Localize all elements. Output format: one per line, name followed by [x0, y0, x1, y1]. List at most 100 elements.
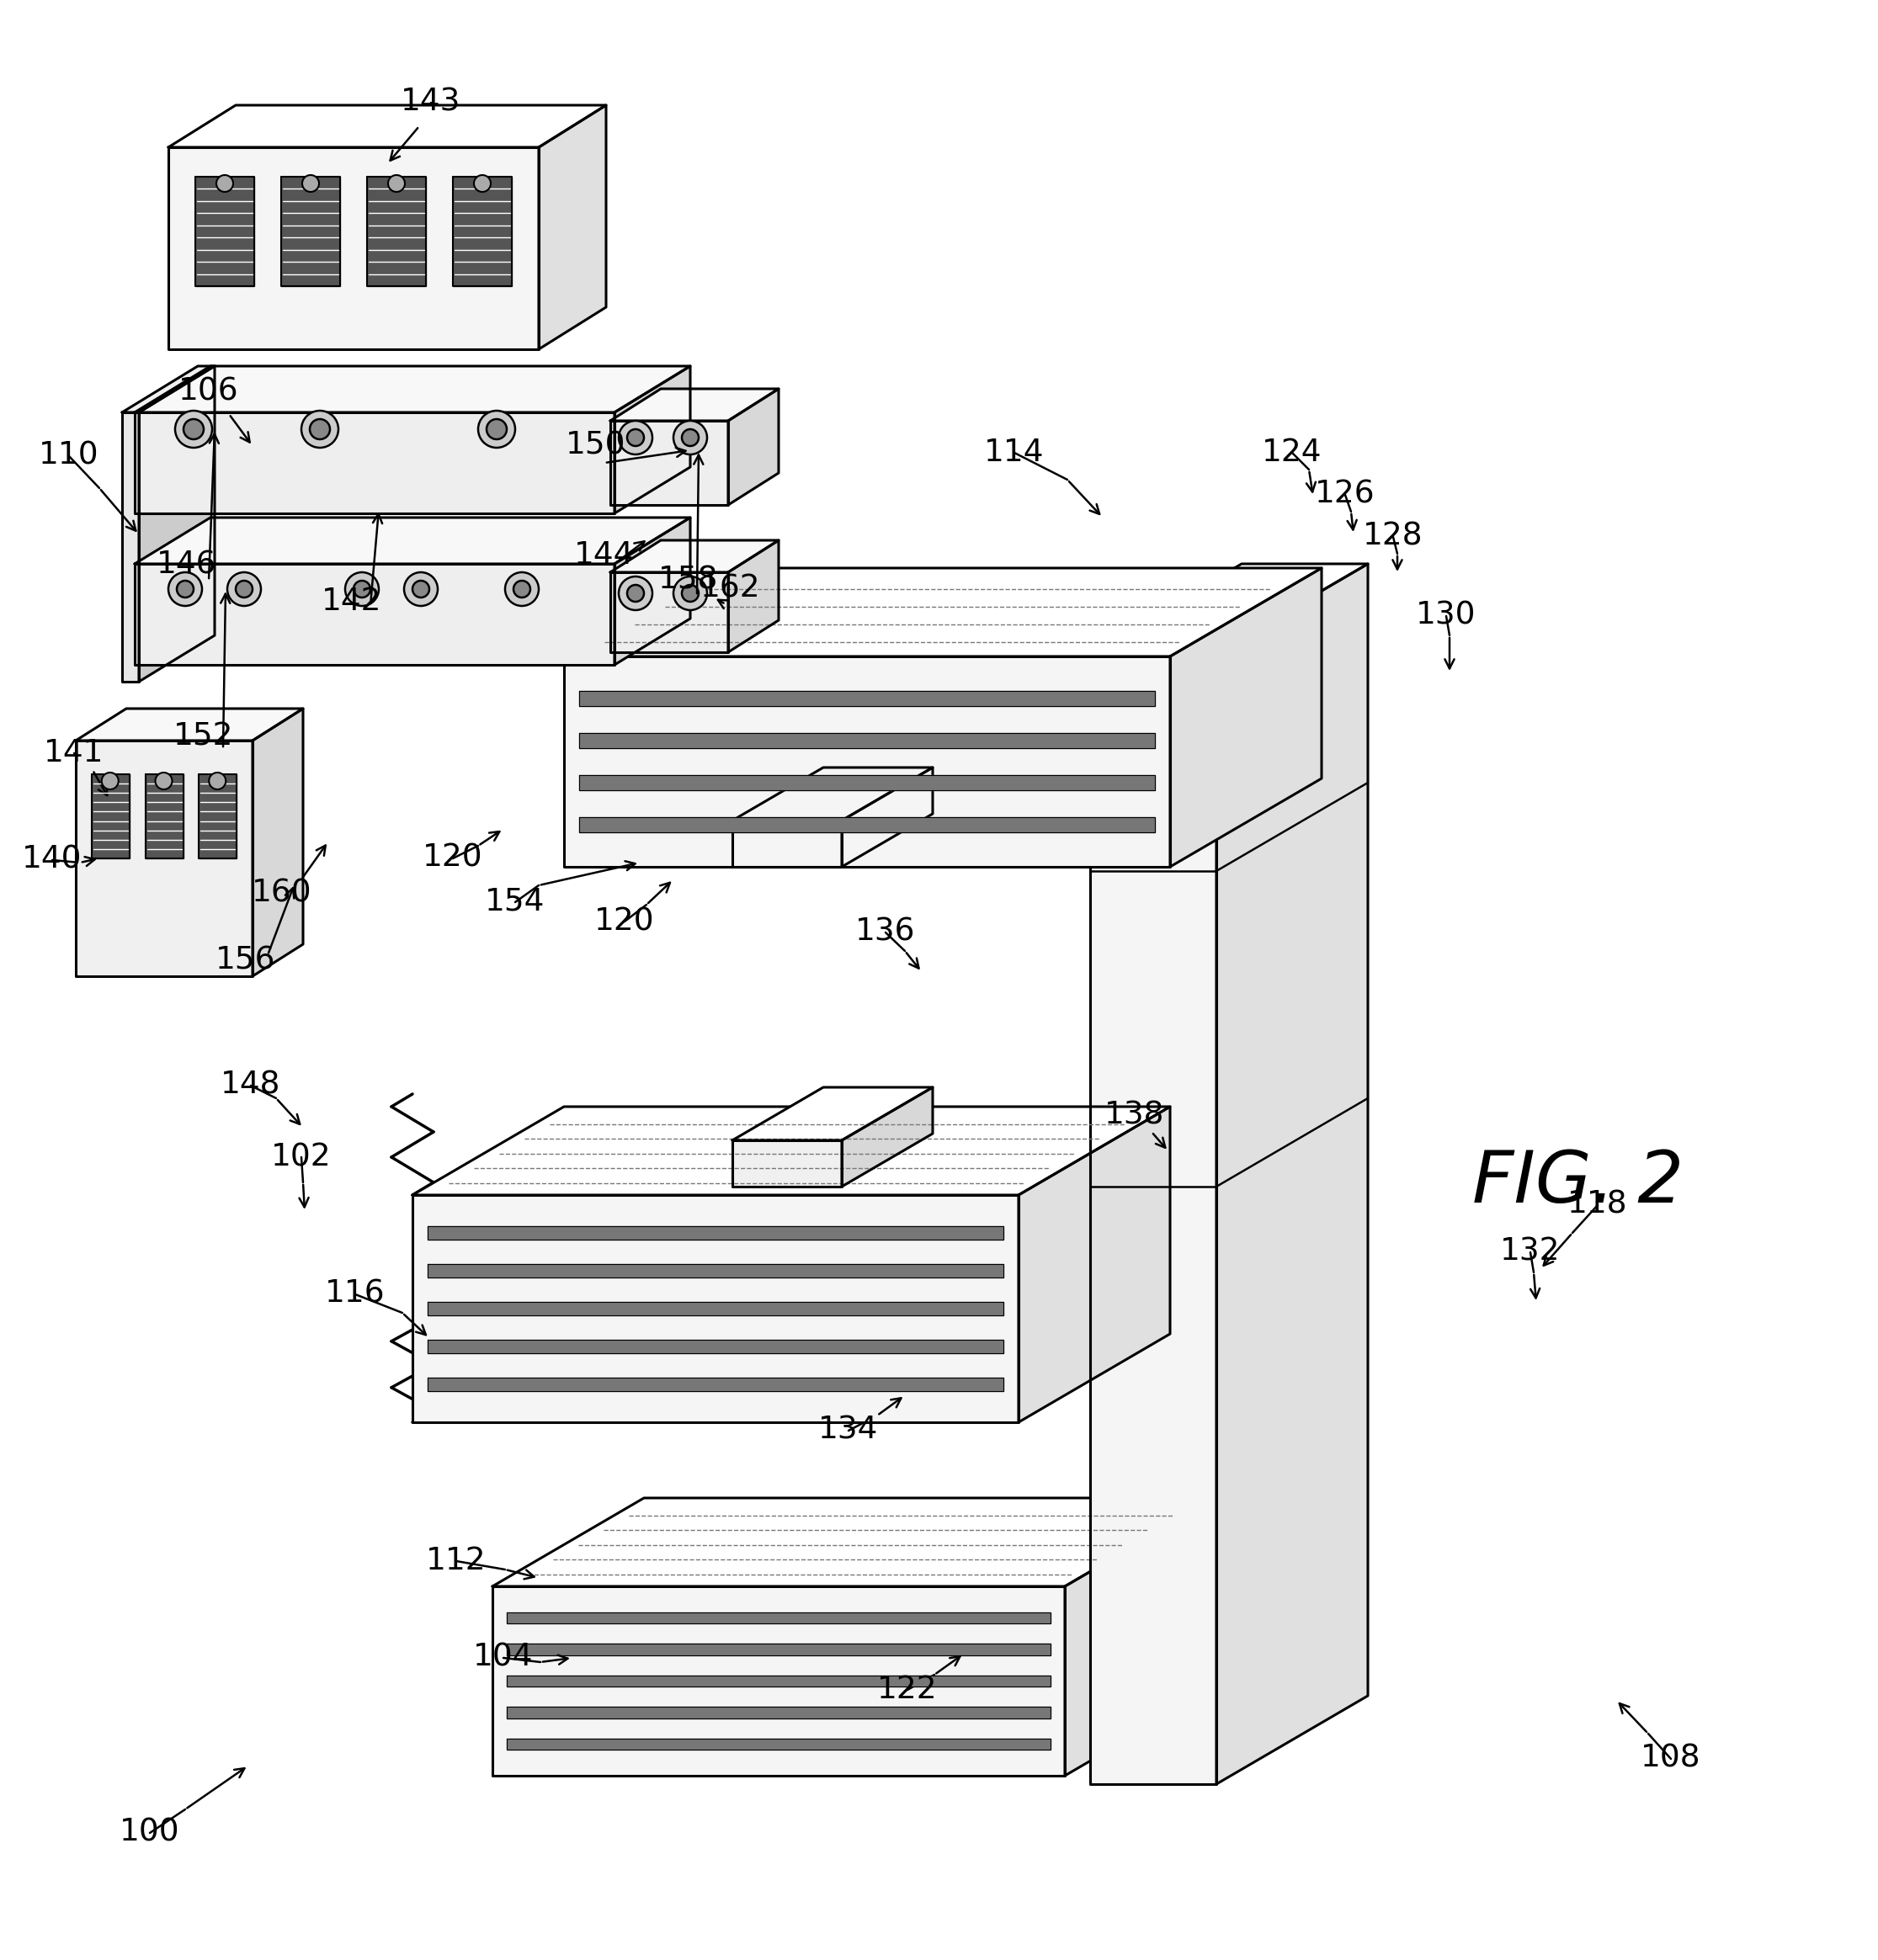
Text: 143: 143 [400, 88, 460, 118]
Polygon shape [610, 388, 779, 421]
Circle shape [674, 421, 708, 455]
Circle shape [310, 419, 331, 439]
Text: 160: 160 [252, 878, 312, 909]
Polygon shape [75, 741, 252, 976]
Polygon shape [195, 176, 254, 286]
Text: 104: 104 [473, 1642, 533, 1674]
Text: 116: 116 [325, 1280, 385, 1309]
Polygon shape [614, 517, 691, 664]
Circle shape [177, 580, 193, 598]
Polygon shape [413, 1196, 1018, 1423]
Polygon shape [507, 1613, 1050, 1623]
Polygon shape [135, 517, 691, 564]
Polygon shape [428, 1301, 1003, 1315]
Polygon shape [732, 768, 933, 821]
Text: 162: 162 [700, 574, 761, 604]
Polygon shape [139, 367, 214, 682]
Polygon shape [169, 106, 607, 147]
Circle shape [505, 572, 539, 606]
Circle shape [618, 576, 652, 610]
Circle shape [227, 572, 261, 606]
Polygon shape [729, 541, 779, 653]
Circle shape [479, 412, 515, 447]
Circle shape [169, 572, 203, 606]
Text: 146: 146 [156, 551, 218, 580]
Polygon shape [75, 710, 302, 741]
Polygon shape [413, 1107, 1170, 1196]
Text: 141: 141 [43, 739, 103, 768]
Polygon shape [428, 1227, 1003, 1239]
Circle shape [101, 772, 118, 790]
Text: 132: 132 [1501, 1237, 1561, 1268]
Polygon shape [610, 541, 779, 572]
Text: FIG. 2: FIG. 2 [1472, 1147, 1685, 1217]
Text: 120: 120 [595, 906, 655, 937]
Circle shape [184, 419, 203, 439]
Text: 144: 144 [575, 541, 635, 570]
Circle shape [404, 572, 438, 606]
Polygon shape [145, 774, 182, 858]
Text: 154: 154 [485, 888, 545, 917]
Text: 158: 158 [659, 566, 719, 596]
Polygon shape [1217, 564, 1367, 1784]
Polygon shape [578, 776, 1155, 790]
Polygon shape [578, 692, 1155, 706]
Circle shape [674, 576, 708, 610]
Polygon shape [122, 367, 214, 412]
Circle shape [353, 580, 370, 598]
Polygon shape [1018, 1107, 1170, 1423]
Polygon shape [135, 564, 614, 664]
Text: 110: 110 [39, 441, 100, 470]
Polygon shape [610, 572, 729, 653]
Circle shape [627, 429, 644, 447]
Polygon shape [732, 1141, 841, 1186]
Text: 140: 140 [23, 845, 83, 876]
Circle shape [618, 421, 652, 455]
Circle shape [389, 174, 406, 192]
Polygon shape [1065, 1497, 1217, 1776]
Text: 112: 112 [426, 1546, 486, 1576]
Circle shape [156, 772, 173, 790]
Polygon shape [492, 1586, 1065, 1776]
Circle shape [682, 429, 699, 447]
Circle shape [513, 580, 530, 598]
Circle shape [627, 584, 644, 602]
Circle shape [302, 174, 319, 192]
Text: 136: 136 [856, 917, 916, 947]
Circle shape [346, 572, 379, 606]
Text: 142: 142 [321, 586, 381, 617]
Polygon shape [563, 657, 1170, 866]
Text: 102: 102 [270, 1143, 332, 1172]
Polygon shape [539, 106, 607, 349]
Polygon shape [92, 774, 130, 858]
Circle shape [473, 174, 490, 192]
Polygon shape [841, 768, 933, 866]
Text: 100: 100 [120, 1817, 180, 1848]
Circle shape [682, 584, 699, 602]
Circle shape [216, 174, 233, 192]
Polygon shape [428, 1264, 1003, 1278]
Polygon shape [507, 1739, 1050, 1750]
Polygon shape [610, 421, 729, 506]
Polygon shape [366, 176, 426, 286]
Text: 118: 118 [1568, 1190, 1628, 1221]
Polygon shape [1089, 564, 1367, 653]
Polygon shape [135, 412, 614, 514]
Polygon shape [492, 1497, 1217, 1586]
Polygon shape [729, 388, 779, 506]
Text: 126: 126 [1315, 480, 1375, 510]
Polygon shape [199, 774, 237, 858]
Text: 150: 150 [565, 431, 625, 461]
Polygon shape [428, 1378, 1003, 1392]
Circle shape [175, 412, 212, 447]
Polygon shape [135, 367, 691, 412]
Polygon shape [507, 1676, 1050, 1686]
Polygon shape [428, 1341, 1003, 1352]
Polygon shape [614, 367, 691, 514]
Polygon shape [122, 412, 139, 682]
Text: 122: 122 [877, 1674, 937, 1705]
Circle shape [300, 412, 338, 447]
Circle shape [208, 772, 225, 790]
Polygon shape [732, 1088, 933, 1141]
Polygon shape [563, 568, 1322, 657]
